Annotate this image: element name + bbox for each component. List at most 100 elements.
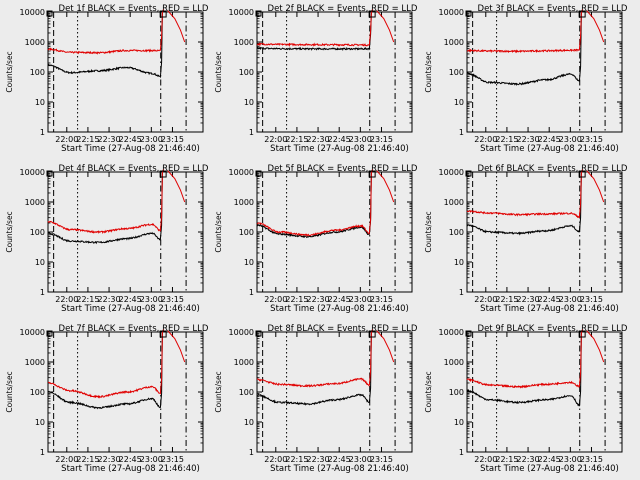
y-tick-label: 100 — [30, 388, 45, 397]
x-axis-label: Start Time (27-Aug-08 21:46:40) — [480, 144, 619, 154]
x-tick-label: 23:15 — [161, 455, 184, 464]
series-line-events — [47, 169, 164, 245]
series-line-lld — [256, 9, 373, 48]
x-axis-label: Start Time (27-Aug-08 21:46:40) — [480, 464, 619, 474]
y-axis-label: Counts/sec — [214, 51, 223, 92]
x-axis-label: Start Time (27-Aug-08 21:46:40) — [480, 304, 619, 314]
saa-box-marker — [368, 10, 376, 18]
x-axis-label: Start Time (27-Aug-08 21:46:40) — [270, 464, 409, 474]
panel-title: Det 5f BLACK = Events, RED = LLD — [268, 164, 418, 174]
x-tick-label: 22:30 — [98, 135, 121, 144]
x-tick-label: 22:15 — [495, 295, 518, 304]
panel-det-5f: Det 5f BLACK = Events, RED = LLD 1 10 100 10… — [214, 164, 418, 314]
x-tick-label: 22:30 — [307, 295, 330, 304]
y-tick-label: 1 — [459, 128, 464, 137]
y-tick-label: 10 — [244, 98, 254, 107]
y-tick-label: 1 — [249, 128, 254, 137]
panel-title: Det 9f BLACK = Events, RED = LLD — [478, 324, 628, 334]
panel-det-7f: Det 7f BLACK = Events, RED = LLD 1 10 100 10… — [5, 324, 209, 474]
saa-box-marker — [368, 170, 376, 178]
x-tick-label: 22:15 — [495, 455, 518, 464]
y-tick-label: 10000 — [20, 168, 45, 177]
series-line-events — [466, 329, 583, 407]
x-tick-label: 22:30 — [98, 295, 121, 304]
y-tick-label: 10000 — [439, 8, 464, 17]
y-axis-label: Counts/sec — [214, 211, 223, 252]
saa-box-marker — [465, 10, 472, 17]
y-tick-label: 1000 — [234, 358, 254, 367]
series-decay-lld — [586, 170, 605, 203]
x-tick-label: 22:30 — [517, 455, 540, 464]
series-decay-lld — [376, 330, 395, 363]
saa-box-marker — [159, 170, 167, 178]
x-tick-label: 22:00 — [55, 455, 78, 464]
y-axis-label: Counts/sec — [424, 51, 433, 92]
x-tick-label: 22:45 — [328, 455, 351, 464]
x-tick-label: 22:45 — [119, 455, 142, 464]
series-line-lld — [466, 329, 583, 389]
panel-title: Det 3f BLACK = Events, RED = LLD — [478, 4, 628, 14]
x-tick-label: 22:30 — [98, 455, 121, 464]
x-tick-label: 23:15 — [161, 295, 184, 304]
x-tick-label: 22:00 — [474, 295, 497, 304]
x-tick-label: 22:45 — [328, 135, 351, 144]
y-tick-label: 10 — [244, 418, 254, 427]
x-tick-label: 23:15 — [370, 455, 393, 464]
saa-box-marker — [46, 10, 53, 17]
y-tick-label: 1000 — [444, 38, 464, 47]
series-decay-lld — [376, 10, 395, 43]
x-tick-label: 23:15 — [370, 135, 393, 144]
series-line-events — [47, 329, 164, 410]
series-line-lld — [256, 329, 373, 388]
x-tick-label: 22:00 — [264, 455, 287, 464]
series-line-lld — [256, 169, 373, 237]
series-line-events — [256, 329, 373, 406]
x-tick-label: 22:15 — [285, 455, 308, 464]
series-decay-lld — [167, 330, 186, 363]
y-tick-label: 1 — [459, 288, 464, 297]
x-tick-label: 22:00 — [264, 135, 287, 144]
saa-box-marker — [368, 330, 376, 338]
x-tick-label: 22:00 — [55, 295, 78, 304]
saa-box-marker — [465, 330, 472, 337]
y-tick-label: 1 — [459, 448, 464, 457]
saa-box-marker — [159, 10, 167, 18]
y-tick-label: 10000 — [229, 8, 254, 17]
saa-box-marker — [159, 330, 167, 338]
series-decay-lld — [376, 170, 395, 203]
y-tick-label: 10 — [454, 418, 464, 427]
y-tick-label: 10 — [454, 98, 464, 107]
panel-det-3f: Det 3f BLACK = Events, RED = LLD 1 10 100 10… — [424, 4, 628, 154]
y-tick-label: 100 — [449, 228, 464, 237]
y-tick-label: 1000 — [444, 198, 464, 207]
y-axis-label: Counts/sec — [424, 371, 433, 412]
series-decay-lld — [167, 10, 186, 43]
panel-title: Det 1f BLACK = Events, RED = LLD — [59, 4, 209, 14]
plot-frame — [256, 331, 413, 453]
y-tick-label: 100 — [30, 68, 45, 77]
y-tick-label: 1 — [40, 288, 45, 297]
x-tick-label: 22:30 — [307, 455, 330, 464]
y-tick-label: 10 — [454, 258, 464, 267]
plot-frame — [466, 11, 623, 133]
series-line-lld — [466, 169, 583, 219]
plot-frame — [466, 331, 623, 453]
x-tick-label: 22:45 — [119, 295, 142, 304]
y-tick-label: 1 — [40, 448, 45, 457]
series-line-lld — [47, 9, 164, 55]
y-tick-label: 1000 — [25, 358, 45, 367]
y-axis-label: Counts/sec — [424, 211, 433, 252]
y-tick-label: 1000 — [234, 198, 254, 207]
saa-box-marker — [255, 170, 262, 177]
y-tick-label: 1 — [40, 128, 45, 137]
x-tick-label: 22:15 — [495, 135, 518, 144]
x-tick-label: 23:00 — [349, 295, 372, 304]
x-axis-label: Start Time (27-Aug-08 21:46:40) — [61, 464, 200, 474]
panel-title: Det 8f BLACK = Events, RED = LLD — [268, 324, 418, 334]
x-tick-label: 23:15 — [161, 135, 184, 144]
y-axis-label: Counts/sec — [5, 211, 14, 252]
series-line-events — [47, 9, 164, 79]
x-tick-label: 22:00 — [55, 135, 78, 144]
y-tick-label: 10000 — [439, 328, 464, 337]
